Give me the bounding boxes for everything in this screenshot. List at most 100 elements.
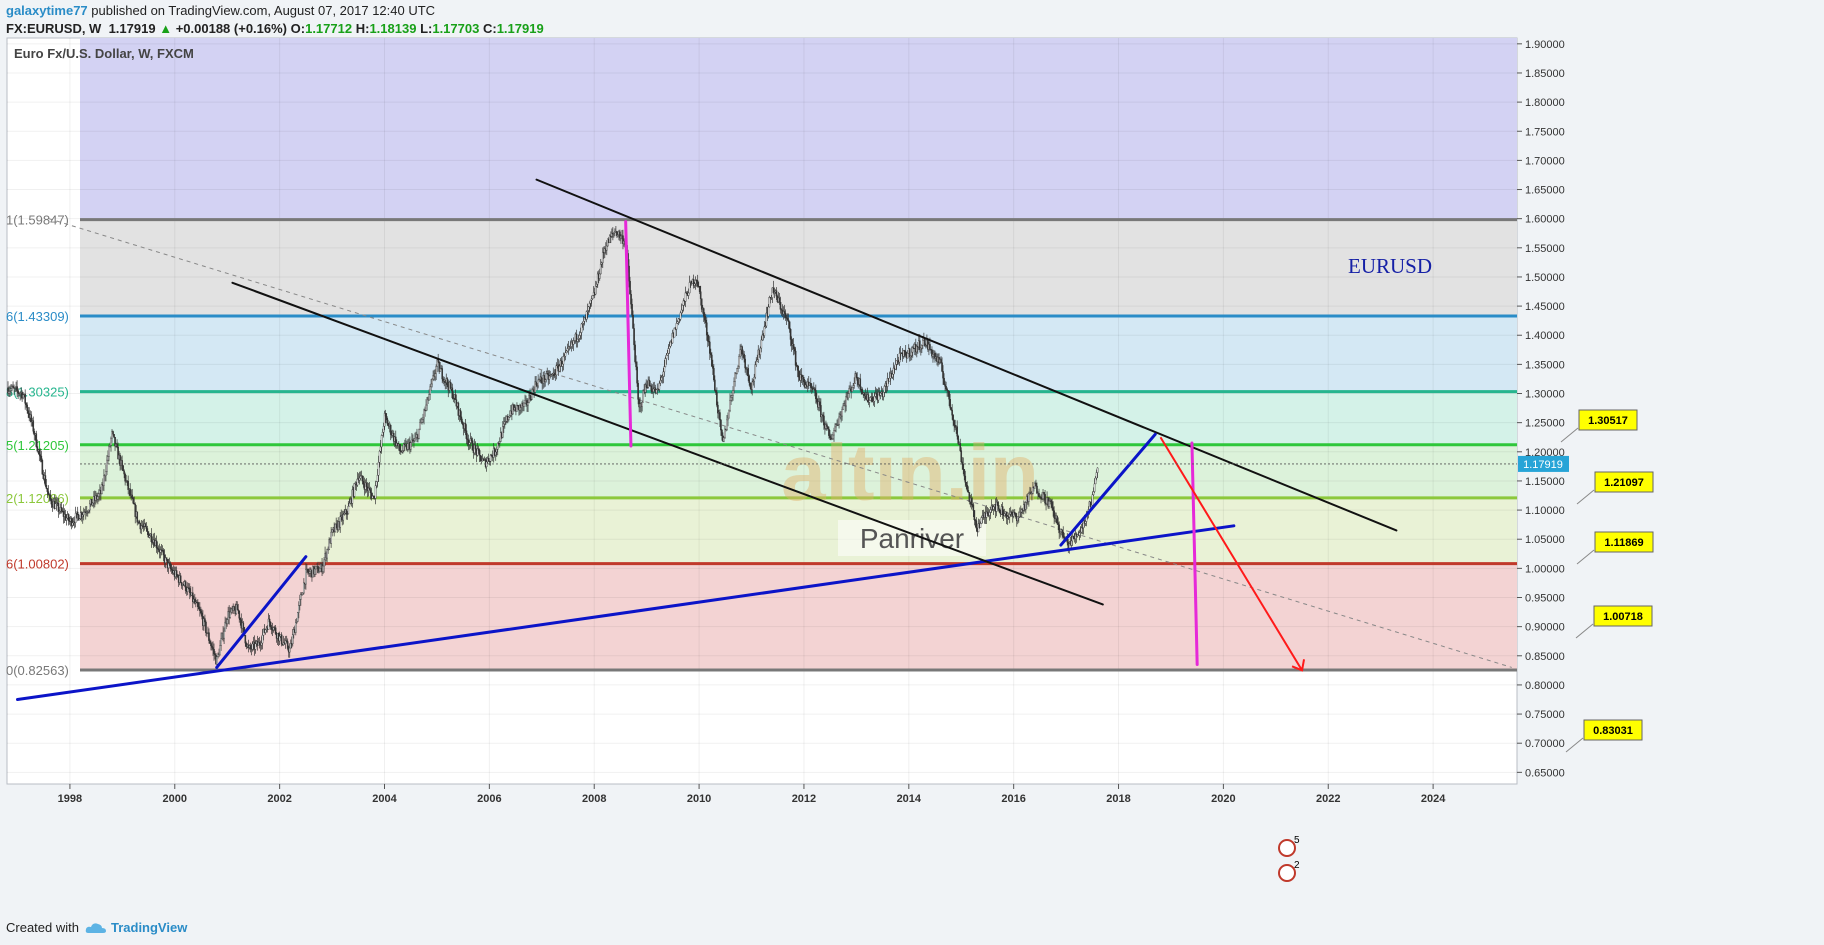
candle-body: [886, 378, 889, 387]
candle-body: [78, 518, 81, 521]
candle-body: [872, 401, 875, 403]
chart-annotation: EURUSD: [1348, 254, 1432, 278]
y-tick-label: 0.95000: [1525, 593, 1565, 605]
candle-body: [213, 649, 215, 655]
candle-body: [471, 440, 474, 451]
candle-body: [786, 317, 789, 321]
fib-zone: [80, 219, 1517, 316]
price-callout-label: 1.30517: [1588, 415, 1628, 427]
candle-body: [376, 475, 379, 482]
candle-body: [755, 360, 758, 365]
y-tick-label: 1.65000: [1525, 185, 1565, 197]
candle-body: [12, 386, 14, 388]
candle-body: [264, 629, 267, 633]
candle-body: [655, 389, 658, 394]
candle-body: [89, 503, 91, 511]
candle-body: [106, 459, 108, 472]
candle-body: [495, 449, 498, 453]
candle-body: [765, 312, 768, 327]
candle-body: [748, 375, 750, 383]
price-callout-label: 1.11869: [1604, 537, 1643, 549]
candle-body: [871, 396, 874, 402]
candle-body: [77, 514, 80, 521]
support-trendline: [15, 524, 1236, 701]
candle-body: [428, 394, 430, 401]
brand-label: TradingView: [110, 920, 188, 935]
candle-body: [595, 283, 598, 287]
author-link[interactable]: galaxytime77: [6, 3, 88, 18]
candle-body: [645, 384, 647, 388]
candle-body: [1081, 527, 1084, 529]
candle-body: [540, 376, 542, 382]
candle-body: [666, 353, 669, 356]
candle-body: [989, 509, 992, 513]
candle-body: [1080, 527, 1083, 533]
candle-body: [925, 344, 927, 347]
candle-body: [663, 366, 666, 373]
price-callout-box: [1593, 605, 1653, 627]
candle-body: [712, 365, 714, 369]
candle-body: [789, 328, 792, 340]
candle-body: [493, 448, 496, 456]
candle-body: [10, 388, 12, 391]
candle-body: [476, 448, 479, 456]
candle-body: [847, 393, 849, 399]
x-tick-label: 2010: [687, 793, 711, 805]
candle-body: [209, 640, 211, 644]
candle-body: [105, 471, 107, 477]
candle-body: [50, 499, 53, 505]
candle-body: [378, 451, 381, 463]
candle-body: [368, 487, 371, 490]
tradingview-brand[interactable]: TradingView: [85, 920, 187, 935]
price-callout-box: [1594, 531, 1654, 553]
candle-body: [249, 645, 252, 649]
price-callout-box: [1583, 719, 1643, 741]
candle-body: [1031, 493, 1033, 495]
candle-body: [919, 340, 921, 350]
candle-body: [543, 375, 545, 382]
candle-body: [537, 379, 539, 387]
candle-body: [60, 507, 63, 512]
candle-body: [242, 622, 245, 628]
y-tick-label: 1.10000: [1525, 505, 1565, 517]
candle-body: [35, 433, 38, 447]
candle-body: [49, 494, 52, 500]
candle-body: [110, 437, 112, 446]
candle-body: [1050, 500, 1052, 502]
candle-body: [184, 581, 187, 591]
candle-body: [772, 287, 775, 294]
candle-body: [284, 640, 287, 644]
candle-body: [230, 608, 232, 613]
candle-body: [82, 512, 85, 516]
candle-body: [216, 656, 218, 665]
candle-body: [764, 325, 767, 328]
candle-body: [369, 489, 372, 494]
candle-body: [64, 514, 67, 521]
candle-body: [432, 375, 434, 380]
candle-body: [869, 397, 872, 401]
candle-body: [420, 422, 422, 424]
candle-body: [590, 298, 593, 301]
candle-body: [569, 346, 572, 348]
candle-body: [845, 395, 847, 407]
candle-body: [407, 443, 409, 450]
tradingview-cloud-icon: [85, 922, 106, 933]
candle-body: [32, 420, 35, 432]
candle-body: [67, 514, 70, 522]
candle-body: [952, 414, 954, 421]
candle-body: [1013, 512, 1016, 514]
candle-body: [560, 360, 563, 367]
candle-body: [1051, 501, 1053, 508]
candle-body: [278, 636, 281, 642]
candle-body: [101, 484, 103, 494]
candle-body: [148, 535, 151, 538]
projection-arrow-head: [1291, 659, 1306, 672]
candle-body: [891, 373, 894, 378]
magenta-projection: [1190, 441, 1199, 667]
candle-body: [951, 409, 953, 416]
candle-body: [117, 446, 119, 460]
candle-body: [70, 518, 73, 526]
candle-body: [832, 434, 834, 439]
candle-body: [370, 492, 373, 499]
